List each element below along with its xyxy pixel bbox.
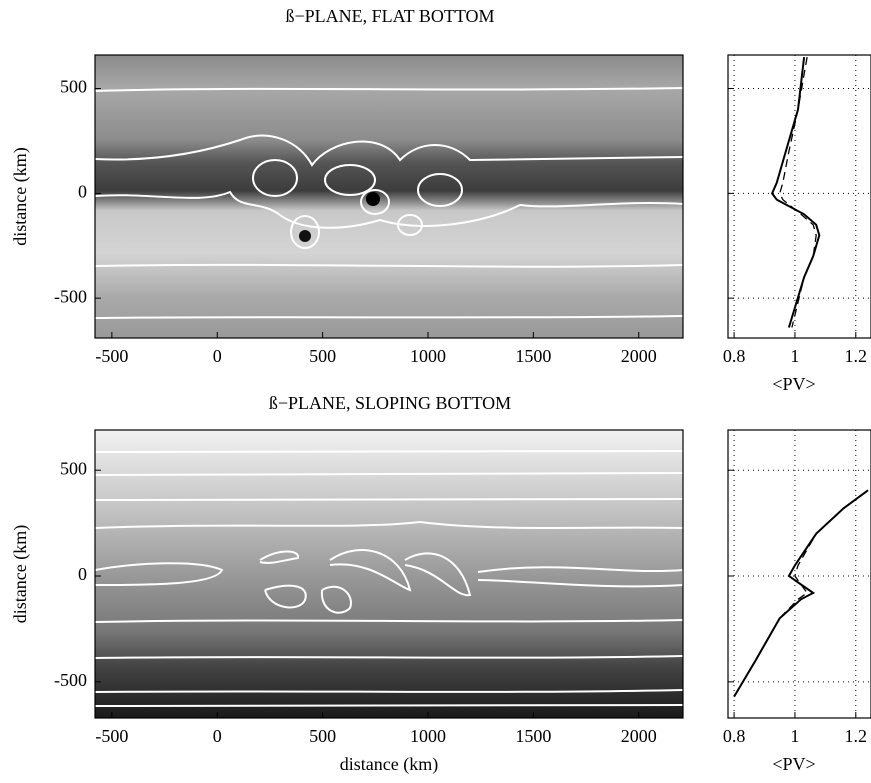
x-tick-label: -500	[95, 346, 128, 366]
x-axis-label: distance (km)	[340, 754, 438, 775]
x-tick-label: 0	[213, 726, 222, 746]
x-tick-label: 1000	[410, 346, 446, 366]
y-tick-label: 0	[78, 564, 87, 584]
x-tick-label: 1000	[410, 726, 446, 746]
x-tick-label: 1500	[515, 726, 551, 746]
x-tick-label: 0.8	[723, 346, 746, 366]
x-tick-label: 0	[213, 346, 222, 366]
plot-frame	[727, 54, 871, 339]
x-tick-label: 1.2	[845, 726, 868, 746]
x-axis-label: <PV>	[772, 754, 815, 774]
chart-title: ß−PLANE, FLAT BOTTOM	[285, 6, 494, 26]
y-tick-label: 0	[78, 181, 87, 201]
x-tick-label: 1.2	[845, 346, 868, 366]
x-tick-label: 500	[309, 346, 336, 366]
x-tick-label: 1	[790, 726, 799, 746]
x-tick-label: -500	[95, 726, 128, 746]
y-tick-label: -500	[54, 670, 87, 690]
y-tick-label: 500	[60, 77, 87, 97]
x-axis-label: <PV>	[772, 374, 815, 394]
x-tick-label: 0.8	[723, 726, 746, 746]
plot-frame	[94, 429, 684, 719]
x-tick-label: 1500	[515, 346, 551, 366]
y-axis-label: distance (km)	[10, 147, 31, 245]
profile-line	[733, 489, 869, 697]
x-tick-label: 2000	[621, 726, 657, 746]
x-tick-label: 2000	[621, 346, 657, 366]
y-tick-label: -500	[54, 286, 87, 306]
field-image	[95, 430, 683, 718]
y-axis-label: distance (km)	[10, 525, 31, 623]
profile-line	[770, 56, 821, 328]
chart-title: ß−PLANE, SLOPING BOTTOM	[269, 393, 511, 413]
plot-frame	[94, 54, 684, 339]
x-tick-label: 1	[790, 346, 799, 366]
y-tick-label: 500	[60, 458, 87, 478]
profile-line	[733, 489, 869, 698]
profile-line	[779, 56, 817, 328]
x-tick-label: 500	[309, 726, 336, 746]
field-image	[95, 55, 683, 338]
plot-frame	[727, 429, 871, 719]
